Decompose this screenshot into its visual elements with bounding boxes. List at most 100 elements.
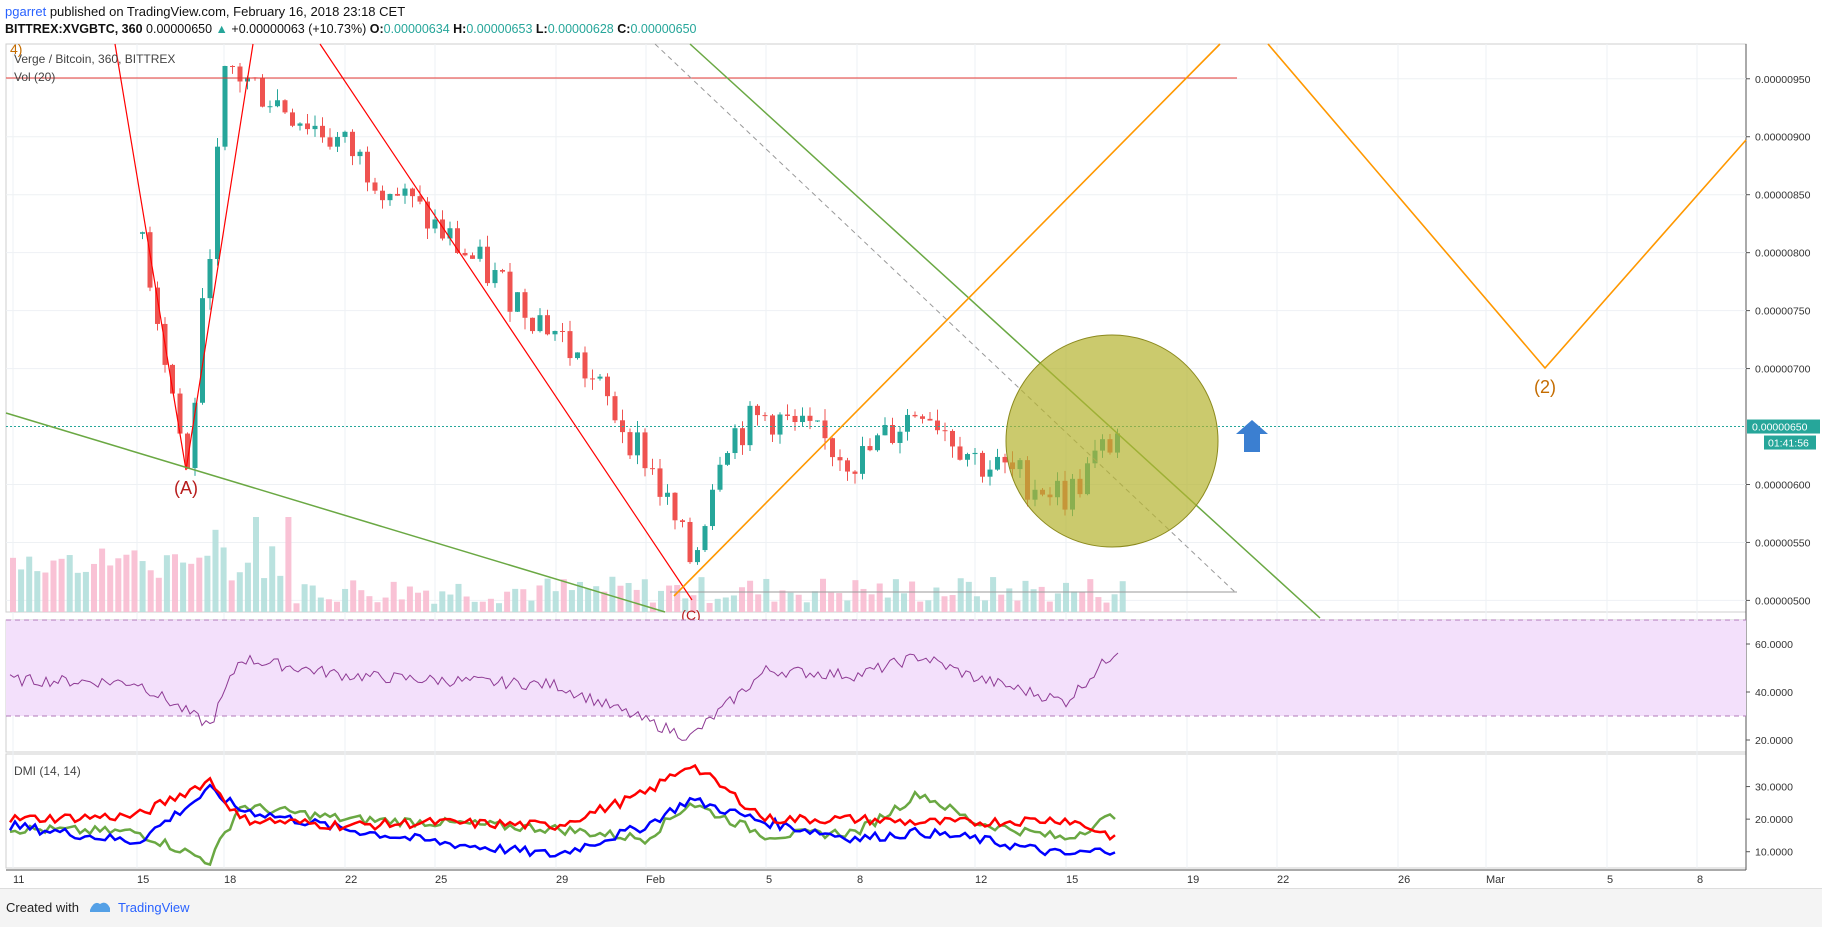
candle-body [342,131,348,137]
volume-bar [909,581,916,612]
candle-body [687,521,693,563]
footer: Created with TradingView [0,888,1822,927]
candle-body [380,190,385,201]
candle-body [335,136,340,147]
candle-body [372,182,378,191]
volume-bar [1103,602,1110,612]
volume-bar [10,557,16,612]
candle-body [987,469,993,477]
tradingview-link[interactable]: TradingView [118,900,190,915]
volume-bar [180,562,187,612]
volume-bar [269,546,276,612]
volume-bar [1006,588,1013,612]
candle-body [702,526,708,551]
candle-body [297,123,303,126]
candle-body [402,188,408,196]
candle-body [897,431,903,443]
candle-body [1002,456,1008,463]
volume-bar [431,603,438,612]
volume-bar [941,596,948,612]
volume-bar [131,550,138,612]
minus-di-line [8,783,1116,858]
volume-bar [212,529,219,612]
volume-bar [220,547,227,612]
candle-body [747,405,753,446]
high-label: H: [453,22,467,36]
volume-bar [82,571,89,612]
adx-line [8,763,1116,842]
green-lower-trendline [5,412,666,613]
rsi-tick-label: 60.0000 [1755,639,1793,651]
rsi-tick-label: 20.0000 [1755,735,1793,747]
candle-body [672,492,678,521]
volume-bar [820,578,826,612]
candle-body [717,464,723,490]
volume-bar [471,601,478,612]
candle-body [567,331,573,359]
volume-bar [836,593,843,612]
time-axis-label: 19 [1187,874,1199,886]
candle-body [327,137,333,147]
time-axis-label: 29 [556,874,568,886]
volume-bar [1038,586,1045,612]
candle-body [387,193,393,201]
candle-body [207,258,213,299]
candle-body [290,112,295,126]
plus-di-line [9,789,1116,867]
candle-body [905,414,910,432]
wave-2-label: (2) [1534,377,1556,397]
volume-bar [1063,582,1069,612]
volume-bar [504,591,511,612]
candle-body [882,425,888,436]
price-tick-label: 0.00000500 [1755,595,1811,607]
volume-bar [34,571,41,612]
last-price-box [1747,419,1820,434]
price-tick-label: 0.00000800 [1755,248,1811,260]
created-with-text: Created with [6,900,79,915]
candle-body [350,131,355,157]
candle-body [170,364,175,394]
volume-bar [188,563,195,612]
volume-bar [714,598,721,612]
candle-body [650,468,655,470]
wave-a-label: (A) [174,478,198,498]
volume-bar [771,601,778,612]
candle-body [837,457,843,461]
candle-body [395,193,400,196]
volume-bar [228,580,235,612]
candle-body [237,66,243,82]
volume-bar [236,572,243,612]
ohlc-line: BITTREX:XVGBTC, 360 0.00000650 ▲ +0.0000… [5,22,696,36]
candle-body [800,415,805,423]
price-tick-label: 0.00000550 [1755,537,1811,549]
last-price-label: 0.00000650 [1752,422,1808,434]
volume-bar [244,562,251,612]
tradingview-logo-icon [90,902,110,912]
volume-bar [868,594,875,612]
volume-bar [990,577,997,612]
time-axis-label: Feb [646,874,665,886]
volume-bar [949,595,956,612]
candle-body [590,378,595,380]
candle-body [267,106,273,108]
volume-bar [852,580,859,612]
candle-body [830,438,835,458]
time-axis-label: 12 [975,874,987,886]
candle-body [597,376,603,379]
author-link[interactable]: pgarret [5,4,47,19]
volume-bar [674,585,681,612]
volume-bar [544,578,551,612]
countdown-box [1764,435,1816,450]
candle-body [875,435,880,451]
candle-body [140,232,145,234]
candle-body [995,456,1000,470]
candle-body [312,125,318,130]
candle-body [755,405,760,416]
volume-bar [755,594,762,612]
candle-body [695,550,700,563]
volume-bar [795,594,802,612]
volume-bar [293,603,300,612]
candle-body [665,492,670,497]
wave-4-label: 4) [10,41,22,57]
